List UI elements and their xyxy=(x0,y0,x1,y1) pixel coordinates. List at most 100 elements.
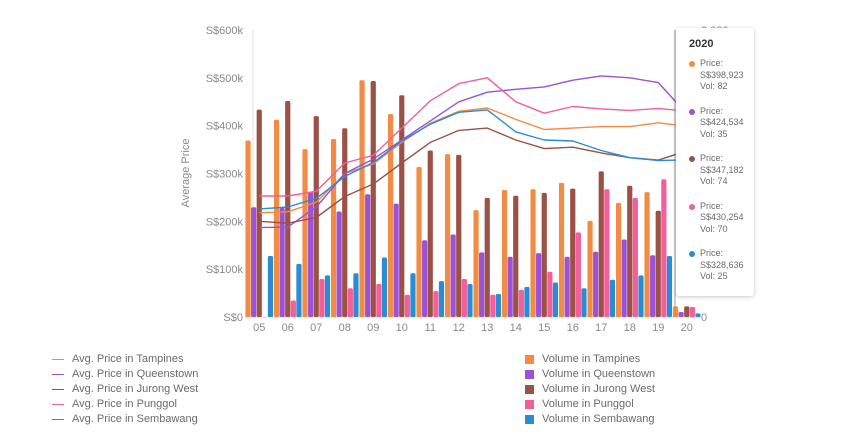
bar xyxy=(308,192,314,317)
bar-layer xyxy=(245,80,701,318)
bar xyxy=(575,232,581,317)
bar xyxy=(456,154,462,317)
legend-item-volume[interactable]: Volume in Sembawang xyxy=(525,412,655,427)
x-tick-label: 05 xyxy=(253,322,265,334)
y-tick-label: S$0 xyxy=(223,312,243,324)
bar xyxy=(330,139,337,317)
line-layer xyxy=(259,75,688,229)
bar xyxy=(655,210,661,317)
line-series xyxy=(259,109,687,210)
bar xyxy=(467,284,473,317)
legend-label: Avg. Price in Sembawang xyxy=(72,413,198,425)
bar xyxy=(638,275,644,317)
bar xyxy=(558,182,565,317)
bar xyxy=(661,179,667,317)
bar xyxy=(296,263,302,317)
bar xyxy=(347,288,353,317)
legend-item-price[interactable]: Avg. Price in Punggol xyxy=(52,397,198,412)
bar xyxy=(353,273,359,317)
x-tick-label: 07 xyxy=(310,322,322,334)
bar xyxy=(251,207,257,317)
bar xyxy=(552,282,559,317)
tooltip-dot xyxy=(689,108,695,115)
tooltip-volume: Vol: 70 xyxy=(700,223,728,234)
bar xyxy=(615,202,622,317)
bar xyxy=(644,192,650,317)
bar xyxy=(650,255,656,317)
bar xyxy=(302,149,308,317)
legend-label: Avg. Price in Jurong West xyxy=(72,383,199,395)
legend-item-volume[interactable]: Volume in Jurong West xyxy=(525,382,655,397)
legend-item-volume[interactable]: Volume in Queenstown xyxy=(525,367,655,382)
bar xyxy=(598,171,604,317)
legend-item-price[interactable]: Avg. Price in Tampines xyxy=(52,352,198,367)
legend-item-price[interactable]: Avg. Price in Sembawang xyxy=(52,412,198,427)
x-tick-label: 11 xyxy=(425,322,436,334)
bar xyxy=(473,210,479,317)
legend-label: Volume in Jurong West xyxy=(542,383,655,395)
x-tick-label: 18 xyxy=(624,322,636,334)
legend-line-swatch xyxy=(52,374,64,375)
bar xyxy=(593,251,599,317)
x-tick-label: 20 xyxy=(681,322,693,334)
tooltip-dot xyxy=(689,251,695,257)
bar xyxy=(256,109,262,317)
tooltip-price: Price: S$398,923 xyxy=(700,58,744,80)
bar xyxy=(359,80,365,317)
bar xyxy=(324,275,331,317)
legend-label: Avg. Price in Tampines xyxy=(72,353,184,365)
legend-label: Volume in Sembawang xyxy=(542,413,655,425)
legend-box-swatch xyxy=(525,400,534,409)
bar xyxy=(547,271,553,317)
legend-box-swatch xyxy=(525,355,534,364)
tooltip-title: 2020 xyxy=(689,38,714,50)
tooltip-entry: Price: S$398,923 Vol: 82 xyxy=(689,58,754,106)
tooltip-entry: Price: S$328,636 Vol: 25 xyxy=(689,248,754,296)
bar xyxy=(245,140,251,317)
tooltip-price: Price: S$424,534 xyxy=(700,105,744,128)
y-tick-label: S$500k xyxy=(206,73,244,85)
bar xyxy=(285,101,291,317)
bar xyxy=(564,256,570,317)
legend-item-volume[interactable]: Volume in Tampines xyxy=(525,352,655,367)
legend-item-price[interactable]: Avg. Price in Queenstown xyxy=(52,367,198,382)
bar xyxy=(267,256,274,317)
bar xyxy=(587,220,593,317)
bar xyxy=(342,128,348,317)
tooltip-price: Price: S$347,182 xyxy=(700,153,744,175)
x-tick-label: 16 xyxy=(567,322,579,334)
bar xyxy=(387,113,394,317)
bar xyxy=(399,95,405,317)
legend-box-swatch xyxy=(525,415,534,424)
x-tick-label: 19 xyxy=(652,322,664,334)
bar xyxy=(313,116,319,317)
legend-item-price[interactable]: Avg. Price in Jurong West xyxy=(52,382,198,397)
y2-tick-label: 0 xyxy=(701,312,707,324)
x-tick-label: 09 xyxy=(367,322,379,334)
tooltip-entry: Price: S$430,254 Vol: 70 xyxy=(689,201,754,249)
line-series xyxy=(259,77,687,197)
y-tick-label: S$400k xyxy=(206,121,244,133)
tooltip-entry: Price: S$424,534 Vol: 35 xyxy=(689,106,754,154)
legend-label: Avg. Price in Punggol xyxy=(72,398,177,410)
bar xyxy=(450,234,456,317)
bar xyxy=(513,195,519,317)
y-axis-title: Average Price xyxy=(180,139,192,208)
bar xyxy=(672,306,679,317)
bar xyxy=(479,252,485,317)
line-series xyxy=(259,75,688,229)
bar xyxy=(609,279,616,317)
bar xyxy=(444,154,451,317)
legend-line-swatch xyxy=(52,419,64,420)
bar xyxy=(604,189,610,317)
bar xyxy=(695,313,701,317)
legend-item-volume[interactable]: Volume in Punggol xyxy=(525,397,655,412)
bar xyxy=(365,194,371,317)
tooltip-dot xyxy=(689,203,695,210)
bar xyxy=(393,203,399,317)
legend-box-swatch xyxy=(525,370,534,379)
tick-labels: S$0 S$100k S$200k S$300k S$400k S$500k S$600k 0… xyxy=(180,25,729,334)
legend-box-swatch xyxy=(525,385,534,394)
tooltip-dot xyxy=(689,61,695,67)
